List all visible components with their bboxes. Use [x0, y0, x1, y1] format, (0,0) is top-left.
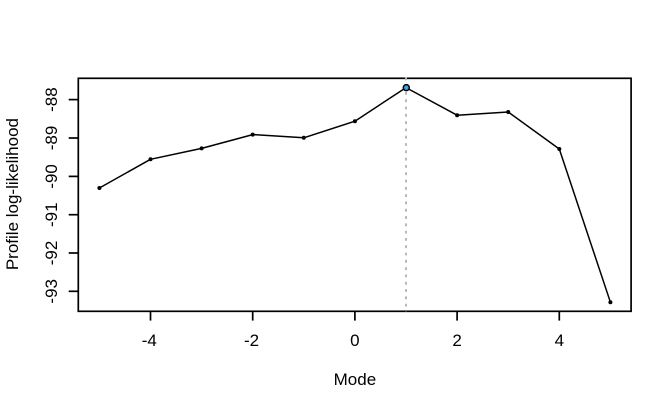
svg-text:-93: -93 — [42, 279, 61, 304]
svg-text:-89: -89 — [42, 126, 61, 151]
svg-text:-88: -88 — [42, 87, 61, 112]
svg-text:2: 2 — [452, 331, 461, 350]
svg-text:-2: -2 — [244, 331, 259, 350]
svg-text:4: 4 — [555, 331, 564, 350]
svg-text:-4: -4 — [142, 331, 157, 350]
svg-text:-92: -92 — [42, 241, 61, 266]
svg-text:0: 0 — [350, 331, 359, 350]
svg-text:-91: -91 — [42, 202, 61, 227]
svg-text:Profile log-likelihood: Profile log-likelihood — [3, 118, 22, 270]
svg-text:-90: -90 — [42, 164, 61, 189]
svg-text:Mode: Mode — [334, 370, 377, 389]
